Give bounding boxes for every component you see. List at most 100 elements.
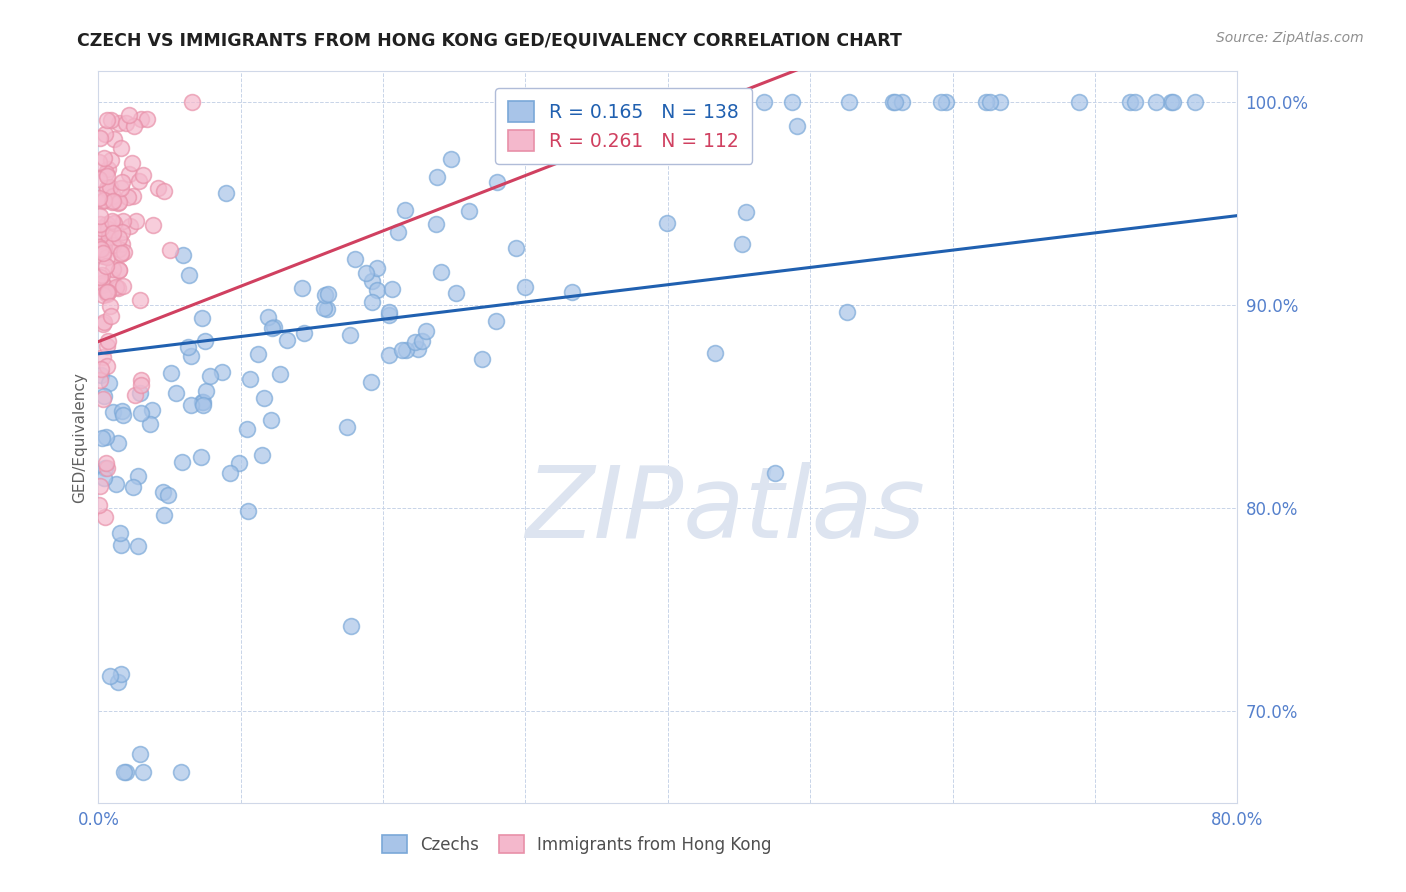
Point [165, 386, 187, 401]
Point [314, 301, 336, 315]
Point [97, 334, 120, 349]
Point [96, 112, 118, 127]
Point [89, 242, 111, 256]
Point [98, 299, 121, 313]
Point [782, 95, 804, 109]
Point [1144, 95, 1167, 109]
Point [129, 293, 152, 308]
Point [679, 95, 702, 110]
Point [314, 288, 336, 302]
Point [404, 334, 426, 349]
Point [194, 334, 217, 348]
Point [257, 310, 280, 324]
Point [260, 413, 283, 427]
Point [394, 202, 416, 217]
Point [485, 314, 508, 328]
Point [96, 169, 118, 184]
Point [89, 373, 111, 387]
Point [90, 368, 112, 383]
Point [89, 217, 111, 231]
Point [343, 252, 366, 267]
Point [87, 171, 110, 186]
Point [124, 388, 146, 402]
Point [108, 526, 131, 541]
Point [191, 395, 214, 409]
Point [678, 95, 700, 109]
Point [180, 399, 202, 413]
Point [366, 261, 388, 276]
Point [425, 217, 447, 231]
Point [685, 95, 707, 109]
Point [513, 280, 536, 294]
Point [152, 184, 174, 198]
Point [93, 471, 115, 485]
Point [101, 194, 124, 208]
Point [180, 349, 202, 363]
Point [170, 455, 193, 469]
Point [96, 339, 118, 353]
Point [125, 214, 148, 228]
Point [121, 480, 143, 494]
Point [93, 389, 115, 403]
Point [176, 340, 198, 354]
Point [430, 265, 453, 279]
Point [135, 112, 157, 126]
Point [90, 268, 112, 282]
Text: ZIPatlas: ZIPatlas [524, 462, 925, 558]
Point [107, 675, 129, 690]
Point [366, 284, 388, 298]
Point [391, 343, 413, 357]
Point [1160, 95, 1182, 109]
Point [891, 95, 914, 109]
Point [763, 466, 786, 480]
Point [238, 504, 260, 518]
Point [117, 190, 139, 204]
Point [360, 274, 382, 288]
Point [354, 266, 377, 280]
Point [486, 176, 509, 190]
Point [98, 179, 121, 194]
Point [239, 372, 262, 386]
Y-axis label: GED/Equivalency: GED/Equivalency [72, 372, 87, 502]
Point [91, 431, 114, 445]
Point [103, 132, 125, 146]
Point [110, 247, 132, 261]
Point [786, 119, 808, 133]
Point [378, 305, 401, 319]
Point [91, 288, 114, 302]
Point [111, 236, 134, 251]
Point [98, 668, 121, 682]
Point [181, 95, 204, 109]
Point [94, 460, 117, 475]
Point [457, 204, 479, 219]
Point [117, 107, 139, 121]
Point [104, 477, 127, 491]
Point [616, 108, 638, 122]
Point [103, 216, 125, 230]
Point [146, 181, 169, 195]
Point [250, 448, 273, 462]
Point [153, 508, 176, 522]
Point [111, 226, 134, 240]
Point [228, 456, 250, 470]
Point [439, 152, 461, 166]
Point [103, 237, 125, 252]
Point [247, 347, 270, 361]
Point [702, 143, 724, 157]
Point [90, 220, 112, 235]
Point [835, 305, 858, 319]
Point [115, 116, 138, 130]
Text: Source: ZipAtlas.com: Source: ZipAtlas.com [1216, 31, 1364, 45]
Point [387, 226, 409, 240]
Point [91, 194, 114, 208]
Text: CZECH VS IMMIGRANTS FROM HONG KONG GED/EQUIVALENCY CORRELATION CHART: CZECH VS IMMIGRANTS FROM HONG KONG GED/E… [77, 31, 903, 49]
Point [90, 223, 112, 237]
Point [93, 244, 115, 259]
Point [703, 346, 725, 360]
Point [191, 398, 214, 412]
Point [96, 250, 118, 264]
Point [100, 112, 122, 127]
Point [107, 281, 129, 295]
Point [97, 161, 120, 176]
Point [260, 320, 283, 334]
